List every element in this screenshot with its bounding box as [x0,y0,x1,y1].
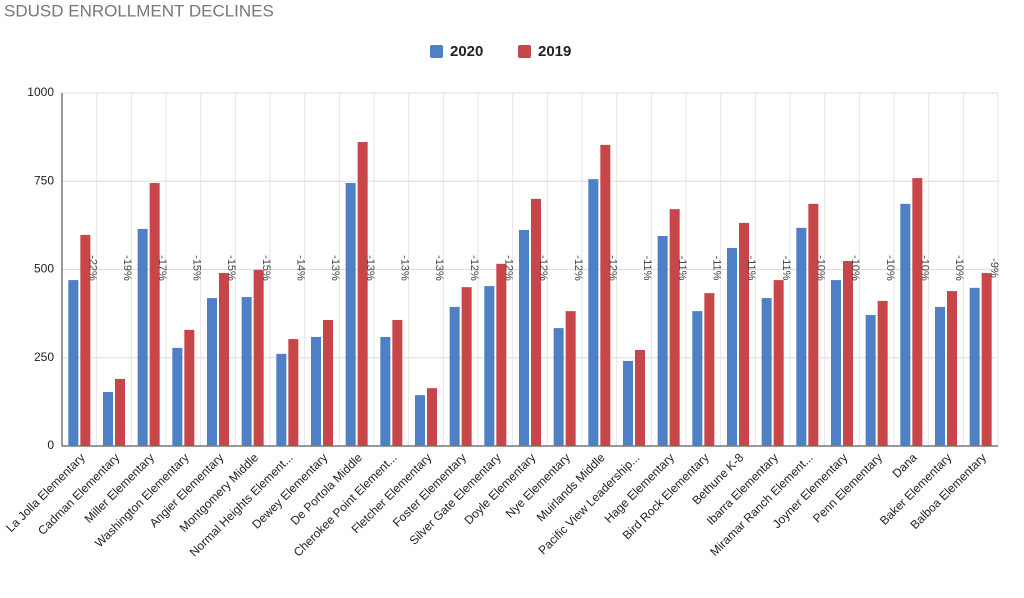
change-label: -12% [502,255,514,281]
change-label: -12% [537,255,549,281]
bar [149,183,160,446]
bar [345,183,356,446]
change-label: -12% [468,255,480,281]
bar [519,229,529,446]
change-label: -14% [294,255,306,281]
bar [392,319,403,446]
y-tick-label: 750 [34,173,54,187]
bar [657,235,668,446]
bar [831,280,841,446]
change-label: -10% [918,255,930,281]
bar [484,286,495,446]
bar [796,227,807,446]
bar [761,298,772,446]
legend-label: 2019 [538,43,571,60]
bar [288,339,299,446]
change-label: -15% [260,255,272,281]
bar [727,247,737,446]
legend-label: 2020 [450,43,483,60]
y-tick-label: 1000 [27,85,54,99]
change-label: -11% [641,256,653,281]
bar [253,269,264,446]
change-label: -11% [710,256,722,281]
bar [843,261,853,446]
x-tick-label: Dana [890,450,920,480]
y-tick-label: 500 [34,262,54,276]
change-label: -13% [329,255,341,281]
chart-title: SDUSD ENROLLMENT DECLINES [4,1,274,20]
bar [172,347,183,446]
change-label: -10% [953,255,965,281]
bar [461,287,472,446]
legend-swatch [518,45,531,58]
bar [692,311,703,446]
y-tick-label: 0 [47,438,54,452]
change-label: -17% [156,255,168,281]
bar [739,222,749,446]
bar [600,144,611,447]
change-label: -11% [780,256,792,281]
bar [380,336,391,446]
bar [565,311,576,446]
bar [137,228,148,446]
bar [981,273,992,446]
bar [935,306,945,446]
bar [115,378,125,446]
bar [276,353,287,446]
bar [496,263,507,446]
change-label: -19% [121,255,133,281]
bar [900,203,911,446]
bar [808,203,819,446]
change-label: -10% [884,255,896,281]
bar [969,287,980,446]
bar [588,179,599,446]
change-label: -22% [86,255,98,281]
bar [415,395,425,446]
bar [427,388,437,446]
bar [207,298,217,446]
bar [80,234,91,446]
change-label: -15% [225,255,237,281]
legend-swatch [430,45,443,58]
change-label: -10% [849,255,861,281]
bar [947,291,957,446]
bar [553,328,564,446]
change-label: -11% [676,256,688,281]
bar [773,280,784,446]
bar [103,391,113,446]
change-label: -11% [745,256,757,281]
bar [68,280,79,446]
bar [357,142,368,446]
change-label: -13% [433,255,445,281]
bar [623,360,633,446]
bar [877,300,888,446]
bar [865,315,876,446]
change-label: -9% [988,258,1000,278]
change-label: -10% [814,255,826,281]
bar [449,306,460,446]
bar [635,349,645,446]
bar [241,297,252,446]
change-label: -15% [190,255,202,281]
change-label: -12% [606,255,618,281]
bar [531,198,541,446]
change-label: -13% [364,255,376,281]
bar [912,178,923,446]
bar [323,319,333,446]
bar [704,293,715,446]
bar [669,209,680,446]
change-label: -12% [572,255,584,281]
bar [219,273,229,446]
bar [311,336,321,446]
change-label: -13% [398,255,410,281]
y-tick-label: 250 [34,350,54,364]
bar [184,329,195,446]
